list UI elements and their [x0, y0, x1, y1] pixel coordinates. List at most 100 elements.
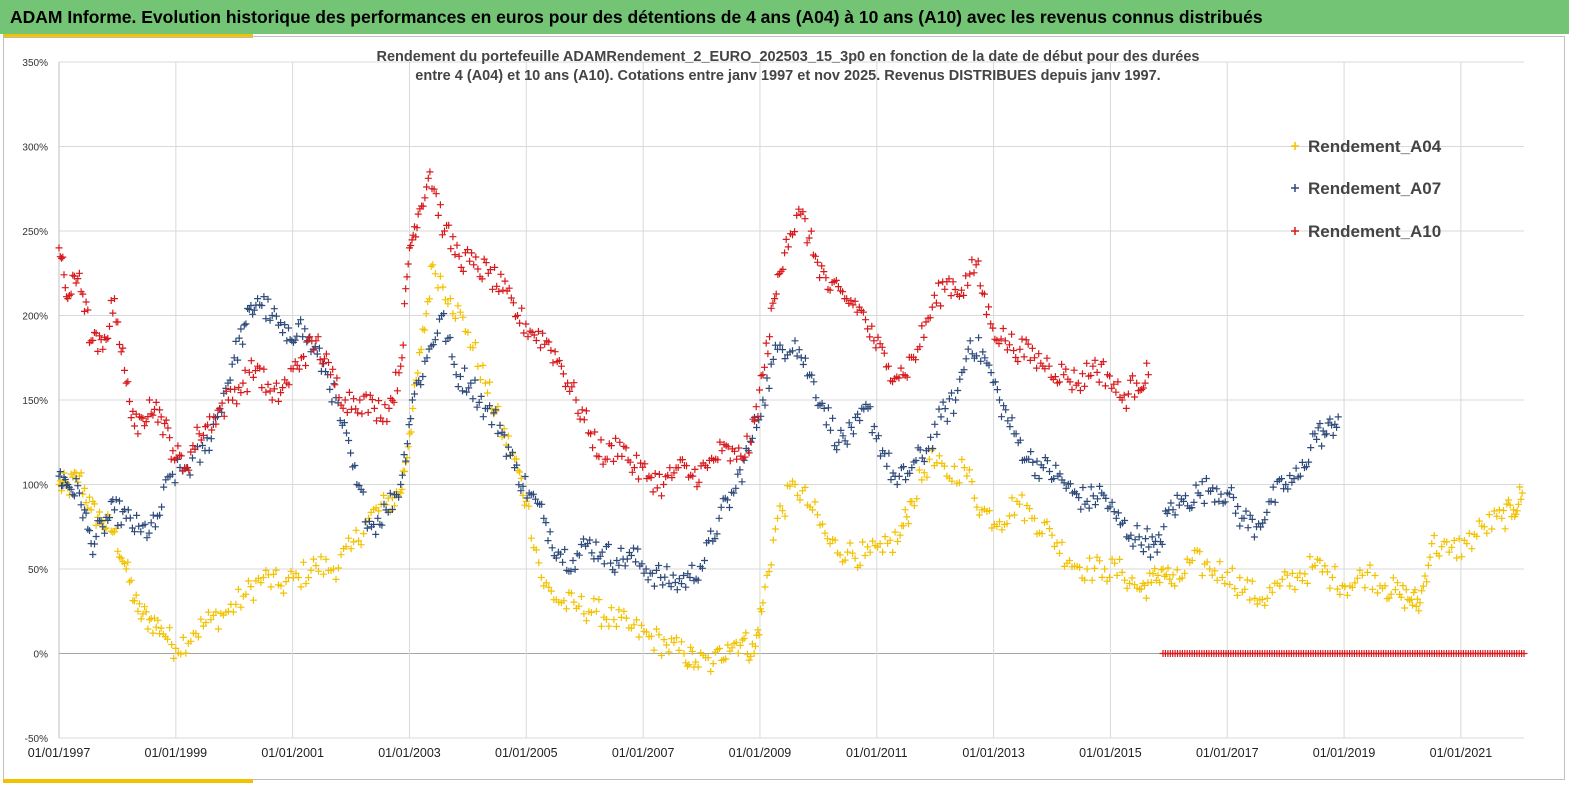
data-point [759, 371, 767, 379]
data-point [958, 456, 966, 463]
data-point [56, 468, 64, 476]
data-point [1031, 472, 1039, 480]
data-point [1369, 585, 1376, 593]
data-point [1263, 594, 1271, 602]
data-point [822, 421, 830, 429]
data-point [416, 349, 423, 357]
data-point [1133, 522, 1141, 530]
data-point [945, 275, 953, 283]
data-point [791, 228, 799, 236]
data-point [312, 562, 320, 570]
data-point [807, 227, 815, 235]
data-point [529, 490, 537, 498]
data-point [811, 498, 819, 506]
data-point [902, 476, 910, 484]
data-point [551, 348, 559, 356]
data-point [75, 269, 83, 277]
data-point [509, 299, 517, 307]
data-point [1200, 499, 1208, 507]
data-point [1286, 472, 1294, 479]
data-point [635, 633, 643, 641]
data-point [299, 333, 307, 341]
data-point [391, 502, 398, 510]
data-point [965, 466, 973, 474]
data-point [430, 185, 438, 193]
data-point [186, 471, 194, 479]
data-point [876, 340, 884, 348]
legend-item-a04: Rendement_A04 [1291, 137, 1442, 156]
data-point [524, 333, 532, 341]
data-point [634, 545, 642, 553]
data-point [293, 361, 301, 369]
data-point [195, 430, 203, 438]
data-point [86, 527, 93, 535]
data-point [89, 551, 97, 558]
data-point [112, 496, 120, 504]
data-point [561, 546, 569, 553]
data-point [774, 271, 782, 279]
y-tick-label: 300% [22, 143, 48, 154]
data-point [1202, 475, 1210, 482]
data-point [1135, 533, 1143, 541]
data-point [380, 500, 388, 508]
data-point [345, 534, 353, 542]
data-point [622, 444, 630, 452]
data-point [1137, 585, 1145, 593]
data-point [758, 608, 766, 616]
data-point [960, 366, 968, 374]
data-point [1024, 340, 1032, 348]
data-point [375, 397, 383, 405]
data-point [750, 650, 758, 657]
data-point [208, 426, 216, 434]
data-point [254, 574, 262, 582]
data-point [84, 525, 92, 533]
data-point [1435, 552, 1443, 560]
data-point [876, 540, 884, 548]
data-point [960, 464, 968, 472]
data-point [1043, 354, 1051, 362]
data-point [751, 642, 759, 650]
data-point [956, 375, 964, 383]
data-point [311, 343, 319, 351]
data-point [772, 290, 780, 298]
data-point [765, 568, 773, 575]
data-point [685, 661, 693, 669]
data-point [162, 416, 170, 424]
data-point [272, 312, 280, 320]
data-point [824, 404, 832, 412]
data-point [112, 525, 120, 532]
x-tick-label: 01/01/2019 [1313, 746, 1376, 760]
data-point [55, 244, 63, 252]
x-tick-label: 01/01/2021 [1430, 746, 1493, 760]
data-point [1045, 362, 1053, 370]
data-point [94, 347, 102, 355]
data-point [1271, 498, 1279, 506]
data-point [615, 606, 623, 614]
data-point [847, 423, 855, 431]
data-point [70, 492, 78, 500]
data-point [386, 489, 394, 497]
data-point [401, 468, 408, 475]
data-point [245, 368, 253, 376]
data-point [530, 331, 538, 339]
data-point [1056, 470, 1064, 478]
data-point [630, 464, 638, 472]
data-point [1213, 576, 1221, 584]
data-point [771, 295, 779, 303]
data-point [576, 415, 584, 423]
data-point [69, 473, 77, 481]
data-point [1060, 371, 1068, 379]
data-point [300, 353, 307, 360]
data-point [791, 337, 799, 345]
data-point [277, 319, 285, 327]
data-point [402, 285, 410, 293]
data-point [471, 339, 479, 347]
data-point [479, 361, 487, 369]
data-point [144, 625, 152, 633]
data-point [295, 574, 302, 581]
data-point [502, 452, 510, 460]
data-point [1133, 379, 1141, 387]
data-point [1066, 557, 1073, 564]
data-point [920, 458, 928, 465]
data-point [1248, 577, 1256, 585]
